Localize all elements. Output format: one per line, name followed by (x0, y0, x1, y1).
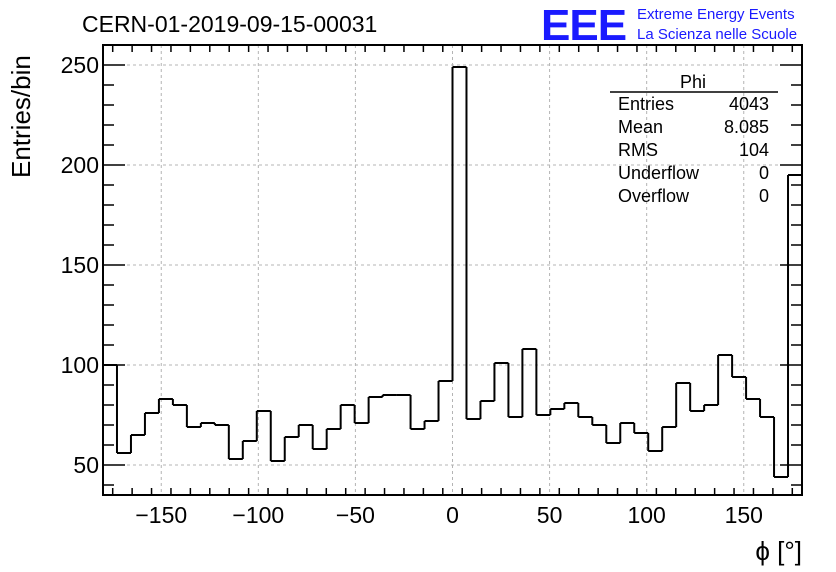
chart-title: CERN-01-2019-09-15-00031 (82, 11, 377, 37)
x-axis-label: ϕ [°] (755, 536, 802, 566)
logo-tagline-1: Extreme Energy Events (637, 6, 795, 23)
stats-row-value: 4043 (729, 94, 769, 114)
y-tick-label: 100 (61, 352, 99, 378)
logo-tagline-2: La Scienza nelle Scuole (637, 26, 797, 43)
stats-row-value: 0 (759, 186, 769, 206)
y-tick-label: 250 (61, 52, 99, 78)
stats-row-label: Entries (618, 94, 674, 114)
eee-logo: EEE Extreme Energy Events La Scienza nel… (541, 1, 797, 50)
x-tick-label: 50 (537, 502, 563, 528)
y-axis-label: Entries/bin (6, 55, 36, 178)
stats-row-value: 0 (759, 163, 769, 183)
stats-row-value: 104 (739, 140, 769, 160)
stats-row-label: Overflow (618, 186, 690, 206)
y-tick-label: 50 (73, 452, 99, 478)
stats-row-value: 8.085 (724, 117, 769, 137)
x-tick-label: 150 (725, 502, 763, 528)
logo-mark: EEE (541, 1, 626, 50)
y-tick-label: 150 (61, 252, 99, 278)
x-tick-label: −100 (232, 502, 284, 528)
y-tick-label: 200 (61, 152, 99, 178)
x-tick-label: −50 (336, 502, 375, 528)
x-tick-label: 100 (627, 502, 665, 528)
x-tick-label: −150 (135, 502, 187, 528)
axis-ticks (103, 44, 802, 495)
tick-labels: −150 −100 −50 0 50 100 150 50 100 150 200 250 (61, 52, 763, 528)
stats-name: Phi (680, 72, 706, 92)
stats-row-label: RMS (618, 140, 658, 160)
stats-rows: Entries 4043 Mean 8.085 RMS 104 Underflow 0 Over… (618, 94, 769, 206)
stats-box: Phi Entries 4043 Mean 8.085 RMS 104 Underflow 0… (610, 72, 778, 206)
stats-row-label: Underflow (618, 163, 700, 183)
stats-row-label: Mean (618, 117, 663, 137)
plot-frame (102, 44, 803, 496)
x-tick-label: 0 (446, 502, 459, 528)
